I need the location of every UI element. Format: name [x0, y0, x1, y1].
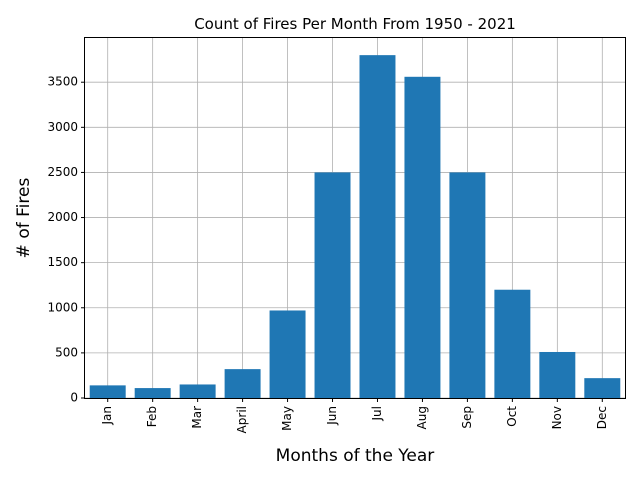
bar-nov: [539, 351, 576, 398]
bar-mar: [179, 384, 216, 398]
bar-feb: [134, 388, 171, 398]
y-tick-label: 0: [70, 391, 78, 405]
x-tick-label: Jun: [325, 406, 339, 426]
x-tick-label: Mar: [190, 406, 204, 429]
chart-title: Count of Fires Per Month From 1950 - 202…: [194, 15, 516, 33]
x-tick-label: Feb: [145, 406, 159, 427]
y-tick-label: 1000: [47, 300, 78, 314]
x-tick-label: April: [235, 406, 249, 433]
y-axis-label: # of Fires: [14, 178, 34, 259]
x-tick-label: Sep: [460, 406, 474, 429]
x-tick-label: Nov: [550, 406, 564, 429]
x-tick-label: May: [280, 406, 294, 431]
bar-may: [269, 310, 306, 398]
bar-dec: [584, 378, 621, 398]
y-tick-label: 500: [55, 345, 78, 359]
y-tick-label: 1500: [47, 255, 78, 269]
bars: [89, 55, 621, 399]
bar-jul: [359, 55, 396, 399]
bar-jan: [89, 385, 126, 398]
x-tick-label: Jan: [100, 406, 114, 426]
axis-ticks: Jan Feb Mar April May Jun Jul Aug Sep Oct Nov Dec 0 5…: [47, 75, 608, 434]
bar-jun: [314, 172, 351, 398]
x-tick-label: Dec: [595, 406, 609, 429]
bar-sep: [449, 172, 486, 398]
x-axis-label: Months of the Year: [276, 446, 435, 466]
y-tick-label: 2500: [47, 165, 78, 179]
plot-frame: [84, 37, 626, 399]
x-tick-label: Jul: [370, 406, 384, 421]
x-tick-label: Aug: [415, 406, 429, 429]
bar-oct: [494, 289, 531, 398]
bar-april: [224, 369, 261, 398]
grid-lines: [85, 38, 625, 399]
bar-aug: [404, 76, 441, 398]
x-tick-label: Oct: [505, 406, 519, 427]
y-tick-label: 3500: [47, 75, 78, 89]
y-tick-label: 3000: [47, 120, 78, 134]
y-tick-label: 2000: [47, 210, 78, 224]
